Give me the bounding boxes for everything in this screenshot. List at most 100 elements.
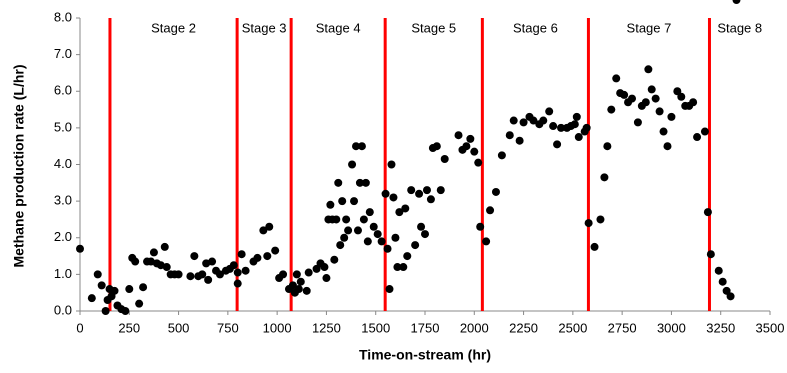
data-point [162, 263, 171, 272]
data-point [350, 197, 359, 206]
data-point [663, 142, 672, 151]
data-point [363, 237, 372, 246]
data-point [553, 140, 562, 149]
data-point [292, 270, 301, 279]
data-point [454, 131, 463, 140]
stage-label: Stage 4 [316, 20, 361, 35]
data-point [421, 230, 429, 239]
data-point [474, 158, 483, 167]
data-point [296, 277, 305, 286]
data-point [482, 237, 491, 246]
data-point [703, 208, 712, 217]
data-point [190, 252, 199, 261]
data-point [651, 94, 660, 103]
stage-label: Stage 6 [513, 20, 558, 35]
data-point [348, 160, 357, 169]
data-point [342, 215, 351, 224]
data-point [572, 112, 581, 121]
data-point [271, 246, 280, 255]
data-point [389, 193, 398, 202]
data-point [377, 237, 386, 246]
y-tick-label: 7.0 [54, 46, 72, 61]
data-point [557, 123, 566, 132]
data-point [215, 270, 224, 279]
data-point [344, 226, 353, 235]
data-point [76, 244, 84, 253]
data-point [549, 122, 558, 131]
data-point [381, 189, 390, 198]
y-tick-label: 6.0 [54, 83, 72, 98]
data-point [304, 268, 313, 277]
data-point [700, 127, 709, 136]
data-point [582, 123, 591, 132]
data-point [253, 253, 262, 262]
x-tick-label: 1500 [361, 320, 390, 335]
data-point [570, 120, 579, 129]
data-point [607, 105, 616, 114]
y-tick-label: 2.0 [54, 229, 72, 244]
data-point [545, 107, 554, 116]
data-point [265, 222, 274, 231]
data-point [655, 107, 664, 116]
data-point [667, 112, 676, 121]
stage-label: Stage 8 [717, 20, 762, 35]
data-point [93, 270, 102, 279]
data-point [288, 281, 297, 290]
data-point [612, 74, 621, 83]
data-point [259, 226, 268, 235]
data-point [509, 116, 518, 125]
data-point [401, 204, 410, 213]
data-point [373, 230, 382, 239]
data-point [422, 186, 431, 195]
y-tick-label: 3.0 [54, 193, 72, 208]
data-point [233, 279, 242, 288]
data-point [529, 116, 538, 125]
data-point [208, 257, 217, 266]
data-point [355, 178, 364, 187]
data-point [491, 187, 500, 196]
data-point [294, 285, 303, 294]
data-point [241, 266, 250, 275]
data-point [677, 92, 686, 101]
data-point [407, 186, 416, 195]
data-point [539, 116, 548, 125]
x-tick-label: 1750 [411, 320, 440, 335]
data-point [357, 142, 366, 151]
data-point [237, 250, 246, 259]
data-point [590, 242, 599, 251]
x-tick-label: 2000 [460, 320, 489, 335]
data-point [121, 307, 130, 315]
data-point [395, 208, 404, 217]
data-point [87, 294, 96, 303]
data-point [387, 160, 396, 169]
x-tick-label: 3250 [706, 320, 735, 335]
data-point [436, 186, 445, 195]
data-point [476, 222, 485, 231]
data-point [149, 248, 158, 257]
data-point [659, 127, 668, 136]
data-point [365, 208, 374, 217]
data-point [359, 215, 368, 224]
data-point [340, 233, 349, 242]
y-tick-label: 0.0 [54, 302, 72, 317]
data-point [352, 142, 360, 151]
data-point [233, 268, 242, 277]
y-axis-title: Methane production rate (L/hr) [11, 65, 27, 268]
y-tick-label: 1.0 [54, 266, 72, 281]
data-point [726, 292, 735, 301]
data-point [139, 283, 148, 292]
data-point [693, 133, 702, 142]
data-point [714, 266, 723, 275]
data-point [326, 200, 335, 209]
data-point [279, 270, 288, 279]
data-point [470, 147, 479, 156]
x-tick-label: 3500 [756, 320, 785, 335]
x-tick-label: 1000 [263, 320, 292, 335]
x-tick-label: 500 [168, 320, 190, 335]
data-point [131, 257, 140, 266]
data-point [125, 285, 134, 294]
data-point [519, 118, 528, 127]
data-point [97, 281, 106, 290]
data-point [574, 133, 583, 142]
